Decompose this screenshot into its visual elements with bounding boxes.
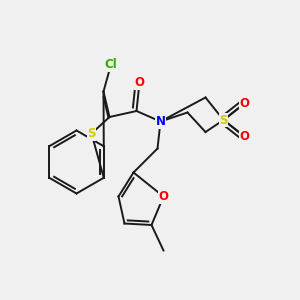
Text: Cl: Cl: [105, 58, 117, 71]
Text: O: O: [158, 190, 169, 203]
Text: S: S: [87, 127, 96, 140]
Text: O: O: [134, 76, 145, 89]
Text: S: S: [219, 113, 228, 127]
Text: N: N: [155, 115, 166, 128]
Text: O: O: [239, 97, 250, 110]
Text: O: O: [239, 130, 250, 143]
